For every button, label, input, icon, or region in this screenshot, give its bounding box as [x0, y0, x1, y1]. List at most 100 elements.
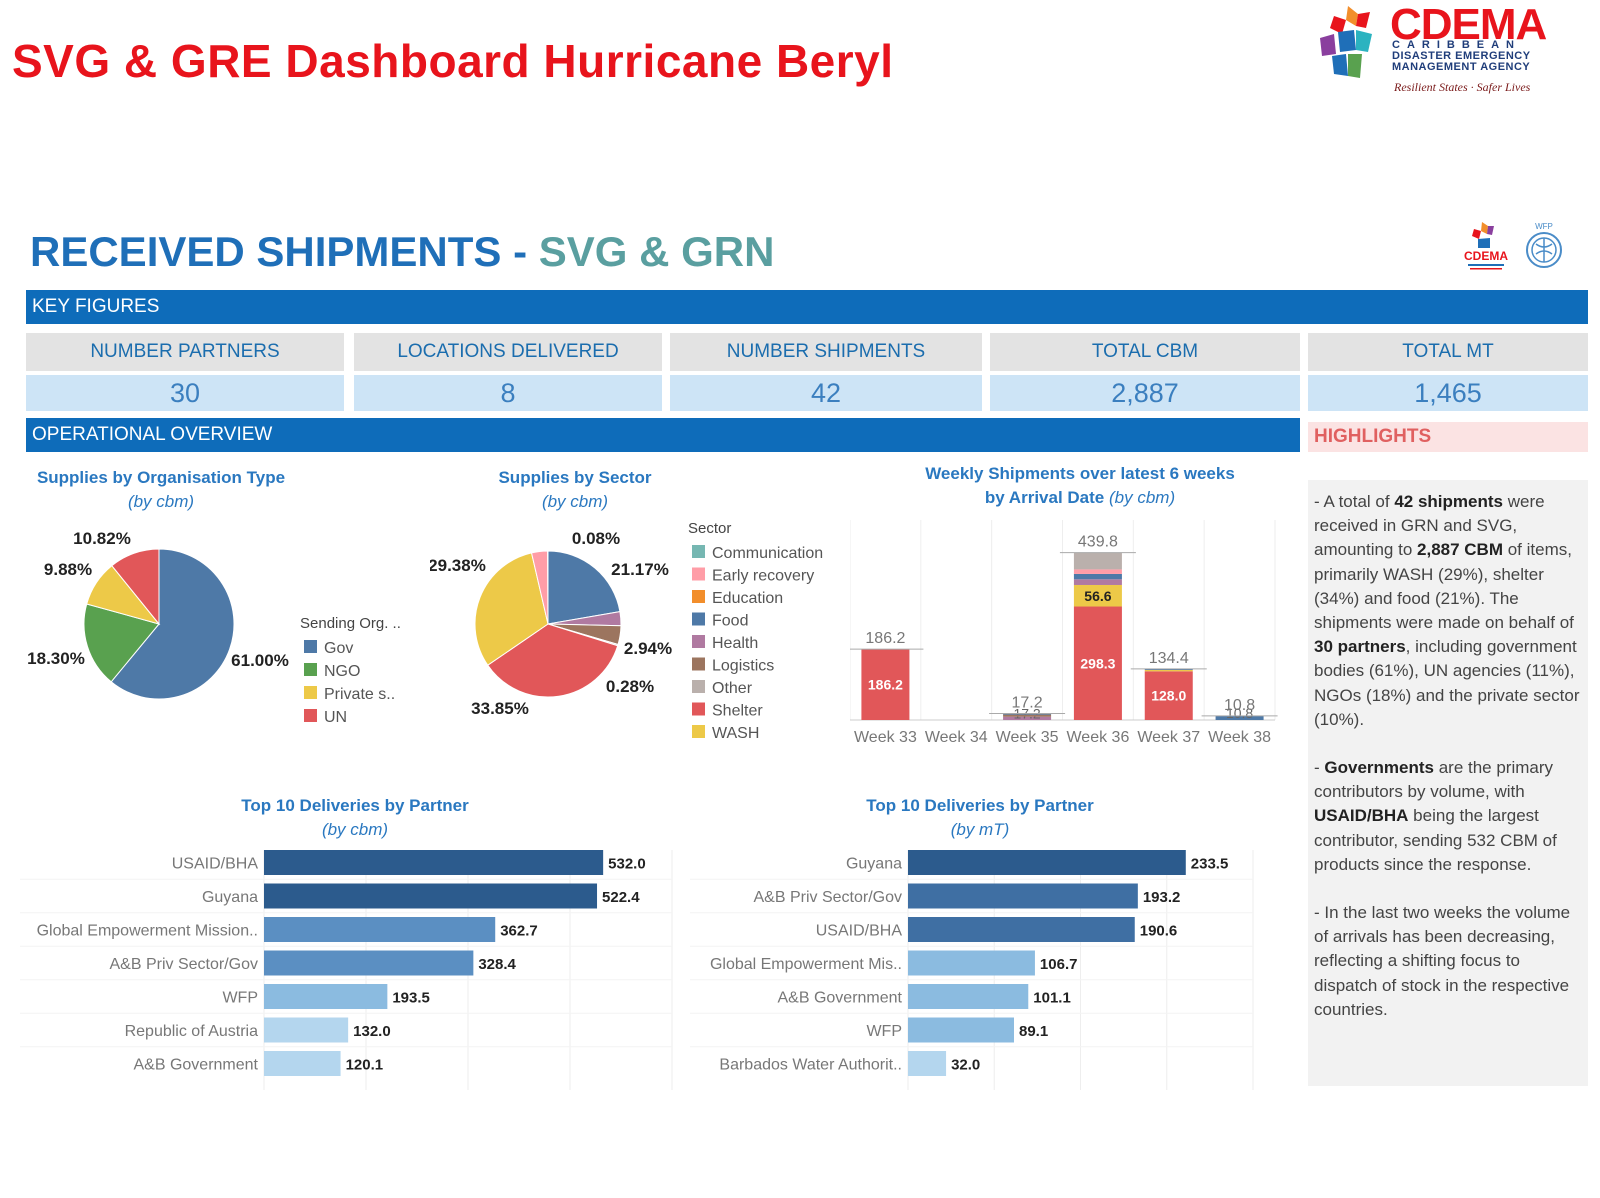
cdema-logo-subtitle: CARIBBEAN DISASTER EMERGENCY MANAGEMENT …	[1392, 39, 1531, 73]
legend-title: Sector	[688, 520, 731, 537]
pie-slice-un	[111, 548, 160, 626]
partner-bar-republic-of-austria	[264, 1017, 349, 1043]
top-partners-cbm-chart: USAID/BHA 532.0 Guyana 522.4 Global Empowerm…	[20, 850, 673, 1090]
kpi-locations-label: LOCATIONS DELIVERED	[354, 333, 662, 371]
kpi-total-cbm-label: TOTAL CBM	[990, 333, 1300, 371]
bar-food-week-37	[1144, 668, 1193, 671]
legend-label-logistics: Logistics	[712, 658, 774, 675]
tick-label-week-36: Week 36	[1066, 729, 1129, 746]
partner-bar-barbados-water-authorit	[908, 1051, 947, 1076]
top-partners-mt-chart: Guyana 233.5 A&B Priv Sector/Gov 193.2 USAID…	[690, 850, 1254, 1090]
bar-label-shelter-week-33: 186.2	[868, 677, 903, 693]
legend-swatch-wash	[692, 725, 705, 738]
highlights-panel: - A total of 42 shipments were received …	[1308, 480, 1588, 1086]
legend-label-health: Health	[712, 635, 758, 652]
tick-label-week-34: Week 34	[925, 729, 988, 746]
legend-swatch-other	[692, 680, 705, 693]
partner-value-global-empowerment-mis: 106.7	[1040, 956, 1078, 973]
partner-label-a-b-priv-sector-gov: A&B Priv Sector/Gov	[754, 889, 903, 906]
highlights-paragraph-2: - Governments are the primary contributo…	[1314, 758, 1557, 874]
highlights-paragraph-1: - A total of 42 shipments were received …	[1314, 492, 1580, 729]
kpi-shipments-value: 42	[670, 375, 982, 411]
legend-swatch-ngo	[304, 663, 317, 676]
partner-label-global-empowerment-mission: Global Empowerment Mission..	[37, 923, 258, 940]
legend-label-communication: Communication	[712, 545, 823, 562]
bar-health-week-36	[1073, 579, 1122, 585]
svg-text:WFP: WFP	[1535, 222, 1553, 231]
kpi-shipments-label: NUMBER SHIPMENTS	[670, 333, 982, 371]
legend-label-ngo: NGO	[324, 663, 360, 680]
pie-label-shelter: 33.85%	[471, 699, 529, 718]
cdema-emblem-icon	[1320, 6, 1372, 78]
mt-partner-subtitle: (by mT)	[950, 820, 1010, 839]
weekly-chart-title: Weekly Shipments over latest 6 weeks	[925, 464, 1235, 483]
highlights-paragraph-3: - In the last two weeks the volume of ar…	[1314, 903, 1571, 1019]
pie-label-communication: 0.08%	[572, 529, 620, 548]
bar-food-week-38	[1215, 715, 1264, 720]
sector-pie-subtitle: (by cbm)	[541, 492, 609, 511]
total-label-week-33: 186.2	[865, 630, 905, 647]
partner-value-barbados-water-authorit: 32.0	[951, 1057, 980, 1074]
kpi-partners-value: 30	[26, 375, 344, 411]
kpi-total-mt-label: TOTAL MT	[1308, 333, 1588, 371]
partner-value-guyana: 233.5	[1191, 856, 1229, 873]
partner-bar-guyana	[908, 850, 1186, 875]
tick-label-week-38: Week 38	[1208, 729, 1271, 746]
tick-label-week-37: Week 37	[1137, 729, 1200, 746]
bar-label-food-week-38: 10.8	[1226, 705, 1253, 721]
bar-food-week-36	[1073, 573, 1122, 580]
legend-label-shelter: Shelter	[712, 703, 763, 720]
partner-value-wfp: 193.5	[392, 990, 430, 1007]
partner-bar-a-b-government	[264, 1051, 341, 1076]
pie-slice-food	[547, 550, 621, 625]
wfp-logo: WFP	[1520, 220, 1568, 272]
kpi-total-mt-value: 1,465	[1308, 375, 1588, 411]
key-figures-band: KEY FIGURES	[26, 290, 1588, 324]
partner-value-guyana: 522.4	[602, 889, 640, 906]
pie-slice-ngo	[83, 603, 160, 683]
partner-value-a-b-priv-sector-gov: 193.2	[1143, 889, 1181, 906]
legend-swatch-early-recovery	[692, 567, 705, 581]
partner-value-global-empowerment-mission: 362.7	[500, 923, 538, 940]
sector-pie-title: Supplies by Sector	[498, 468, 652, 487]
bar-shelter-week-33	[861, 649, 910, 720]
partner-label-a-b-priv-sector-gov: A&B Priv Sector/Gov	[110, 956, 259, 973]
pie-label-un: 10.82%	[73, 529, 131, 548]
cbm-partner-subtitle: (by cbm)	[321, 820, 389, 839]
partner-value-usaid-bha: 532.0	[608, 856, 646, 873]
bar-health-week-35	[1003, 716, 1052, 720]
partner-label-global-empowerment-mis: Global Empowerment Mis..	[710, 956, 902, 973]
partner-label-wfp: WFP	[866, 1023, 902, 1040]
legend-label-food: Food	[712, 613, 748, 630]
partner-value-a-b-government: 101.1	[1033, 990, 1071, 1007]
bar-label-wash-week-36: 56.6	[1084, 588, 1111, 604]
partner-value-wfp: 89.1	[1019, 1023, 1048, 1040]
bar-wash-week-36	[1073, 584, 1122, 607]
page-title: RECEIVED SHIPMENTS - SVG & GRN	[30, 228, 775, 275]
partner-value-a-b-priv-sector-gov: 328.4	[478, 956, 516, 973]
bar-label-shelter-week-36: 298.3	[1080, 655, 1115, 671]
legend-swatch-education	[692, 590, 705, 603]
pie-label-food: 21.17%	[611, 560, 669, 579]
partner-bar-a-b-priv-sector-gov	[264, 950, 474, 976]
partner-label-a-b-government: A&B Government	[134, 1057, 259, 1074]
partner-value-republic-of-austria: 132.0	[353, 1023, 391, 1040]
legend-swatch-shelter	[692, 702, 705, 716]
partner-bar-wfp	[908, 1017, 1014, 1043]
partner-bar-global-empowerment-mission	[264, 917, 496, 942]
legend-label-early-recovery: Early recovery	[712, 568, 814, 585]
partner-bar-usaid-bha	[264, 850, 604, 875]
tick-label-week-33: Week 33	[854, 729, 917, 746]
total-label-week-35: 17.2	[1012, 694, 1043, 711]
sector-pie-chart: 21.17% 2.94% 0.28% 33.85% 29.38% 0.08% Sector C…	[430, 520, 823, 742]
pie-slice-wash	[474, 552, 549, 666]
bar-wash-week-37	[1144, 670, 1193, 672]
partner-label-usaid-bha: USAID/BHA	[172, 856, 259, 873]
partner-label-usaid-bha: USAID/BHA	[816, 923, 903, 940]
legend-title: Sending Org. ..	[300, 615, 401, 632]
partner-label-wfp: WFP	[222, 990, 258, 1007]
slide-title: SVG & GRE Dashboard Hurricane Beryl	[12, 35, 894, 87]
partner-bar-global-empowerment-mis	[908, 950, 1035, 976]
legend-label-gov: Gov	[324, 640, 353, 657]
kpi-locations-value: 8	[354, 375, 662, 411]
